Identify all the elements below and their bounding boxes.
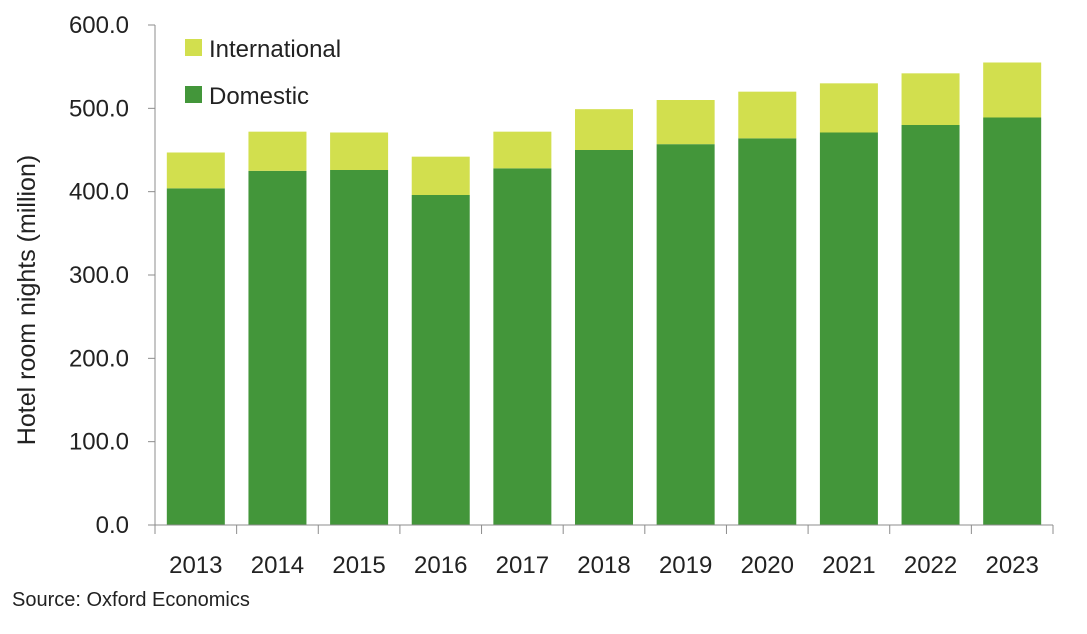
bar-domestic-2022 <box>901 125 960 525</box>
y-tick-label: 300.0 <box>69 262 129 289</box>
bar-domestic-2014 <box>248 170 307 526</box>
source-note: Source: Oxford Economics <box>12 589 250 611</box>
x-tick-label: 2020 <box>741 552 794 579</box>
y-tick-label: 100.0 <box>69 429 129 456</box>
bar-domestic-2019 <box>656 144 715 525</box>
x-tick-label: 2022 <box>904 552 957 579</box>
bar-domestic-2023 <box>983 117 1042 525</box>
bar-domestic-2018 <box>575 150 633 525</box>
bars-layer <box>166 62 1042 526</box>
bar-domestic-2015 <box>330 170 389 525</box>
bar-international-2015 <box>330 132 389 170</box>
bar-domestic-2016 <box>411 195 470 525</box>
bar-international-2013 <box>166 152 225 189</box>
legend-label-international: International <box>209 36 341 63</box>
legend-swatch-international <box>185 39 202 56</box>
x-tick-label: 2014 <box>251 552 304 579</box>
bar-international-2016 <box>411 156 470 195</box>
y-tick-label: 500.0 <box>69 95 129 122</box>
x-tick-label: 2017 <box>496 552 549 579</box>
bar-international-2022 <box>901 73 960 125</box>
y-tick-label: 600.0 <box>69 12 129 39</box>
y-tick-label: 0.0 <box>96 512 129 539</box>
y-axis: 0.0 100.0 200.0 300.0 400.0 500.0 600.0 <box>69 12 156 539</box>
x-tick-label: 2018 <box>577 552 630 579</box>
bar-international-2017 <box>493 131 552 169</box>
legend: International Domestic <box>185 36 341 110</box>
bar-domestic-2021 <box>819 132 878 525</box>
y-axis-label-group: Hotel room nights (million) <box>13 155 41 445</box>
bar-domestic-2017 <box>493 168 552 526</box>
y-tick-label: 400.0 <box>69 179 129 206</box>
x-tick-label: 2016 <box>414 552 467 579</box>
y-axis-title: Hotel room nights (million) <box>13 155 41 445</box>
stacked-bar-chart: Hotel room nights (million) 0.0 100.0 200.… <box>13 12 1054 579</box>
bar-domestic-2020 <box>738 138 797 526</box>
x-tick-label: 2019 <box>659 552 712 579</box>
bar-international-2021 <box>819 83 878 133</box>
bar-international-2019 <box>656 100 715 145</box>
x-tick-label: 2021 <box>822 552 875 579</box>
legend-swatch-domestic <box>185 86 202 103</box>
bar-international-2018 <box>575 109 633 150</box>
bar-international-2020 <box>738 91 797 139</box>
bar-domestic-2013 <box>166 188 225 526</box>
bar-international-2023 <box>983 62 1042 118</box>
x-axis: 2013 2014 2015 2016 2017 2018 2019 2020 2021 2022… <box>154 524 1054 579</box>
y-tick-label: 200.0 <box>69 345 129 372</box>
x-tick-label: 2015 <box>332 552 385 579</box>
x-tick-label: 2023 <box>985 552 1038 579</box>
x-tick-label: 2013 <box>169 552 222 579</box>
legend-label-domestic: Domestic <box>209 83 309 110</box>
bar-international-2014 <box>248 131 307 171</box>
